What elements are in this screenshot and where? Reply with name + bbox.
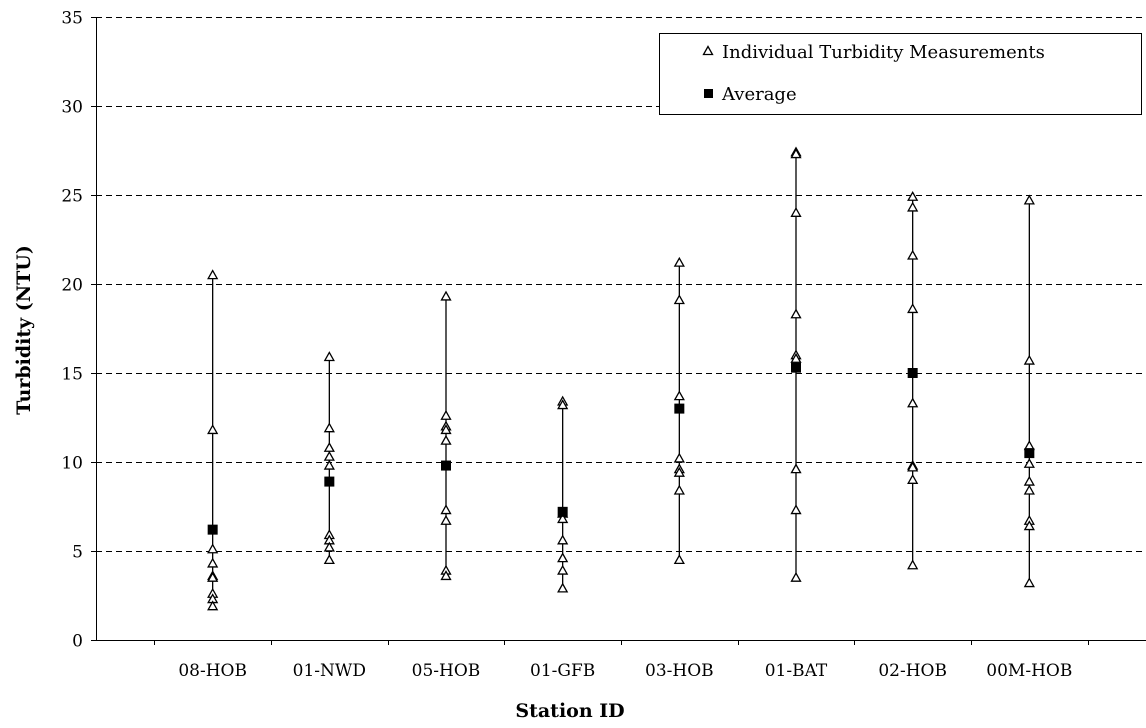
measurement-point: [440, 504, 452, 515]
measurement-point: [323, 441, 335, 452]
measurement-point: [673, 466, 685, 477]
measurement-point: [440, 290, 452, 301]
measurement-point: [323, 541, 335, 552]
x-axis-title: Station ID: [515, 700, 624, 722]
measurement-point: [323, 422, 335, 433]
y-tick-label: 20: [61, 276, 83, 296]
average-point: [791, 362, 801, 373]
measurement-point: [673, 390, 685, 401]
legend-label-average: Average: [721, 84, 797, 105]
measurement-point: [673, 294, 685, 305]
measurement-point: [207, 557, 219, 568]
average-point: [674, 403, 685, 414]
y-tick-label: 5: [72, 543, 83, 563]
gridlines: [96, 17, 1146, 552]
measurement-point: [790, 463, 802, 474]
measurement-point: [790, 504, 802, 515]
measurement-point: [1023, 577, 1035, 588]
legend-triangle-marker: [702, 45, 714, 56]
legend-square-marker: [704, 89, 713, 98]
measurement-point: [673, 554, 685, 565]
measurement-point: [790, 571, 802, 582]
measurement-point: [907, 201, 919, 212]
measurement-point: [1023, 475, 1035, 486]
average-point: [324, 476, 335, 487]
measurement-point: [790, 148, 802, 159]
average-point: [557, 506, 568, 517]
x-tick-label: 08-HOB: [178, 661, 247, 681]
y-tick-label: 35: [61, 9, 83, 29]
measurement-point: [207, 424, 219, 435]
axis-ticks: 0 5 10 15 20 25 30 35 08-HOB 01-NWD 05-HOB 01-GFB 03…: [61, 9, 1089, 681]
y-tick-label: 15: [61, 365, 83, 385]
measurement-point: [790, 206, 802, 217]
x-tick-label: 00M-HOB: [986, 661, 1072, 681]
measurement-point: [790, 308, 802, 319]
measurement-point: [207, 543, 219, 554]
measurement-point: [440, 570, 452, 581]
measurement-point: [440, 409, 452, 420]
measurement-point: [323, 450, 335, 461]
measurement-point: [673, 256, 685, 267]
average-point: [907, 368, 918, 378]
measurement-point: [207, 269, 219, 280]
legend-label-individual: Individual Turbidity Measurements: [722, 42, 1045, 63]
measurement-point: [907, 190, 919, 201]
measurement-point: [557, 534, 569, 545]
measurement-point: [557, 582, 569, 593]
x-tick-label: 01-BAT: [765, 661, 828, 681]
measurement-point: [557, 552, 569, 563]
measurement-point: [1023, 520, 1035, 531]
average-point: [441, 460, 451, 471]
measurement-point: [907, 461, 919, 472]
x-tick-label: 05-HOB: [412, 661, 481, 681]
measurement-point: [323, 554, 335, 565]
y-tick-label: 10: [61, 454, 83, 474]
measurement-point: [673, 484, 685, 495]
y-tick-label: 30: [61, 98, 83, 118]
measurement-point: [440, 434, 452, 445]
legend: Individual Turbidity Measurements Averag…: [659, 33, 1142, 115]
measurement-point: [557, 399, 569, 410]
y-axis-title: Turbidity (NTU): [13, 245, 35, 415]
measurement-point: [1023, 194, 1035, 205]
measurement-point: [907, 303, 919, 314]
y-tick-label: 25: [61, 187, 83, 207]
measurement-point: [1023, 484, 1035, 495]
measurement-point: [440, 514, 452, 525]
measurement-point: [907, 397, 919, 408]
measurement-point: [1023, 457, 1035, 468]
measurement-point: [207, 600, 219, 611]
average-point: [1024, 448, 1035, 459]
measurement-point: [440, 424, 452, 435]
measurement-point: [1023, 354, 1035, 365]
x-tick-label: 01-GFB: [530, 661, 595, 681]
x-tick-label: 03-HOB: [645, 661, 714, 681]
measurement-point: [557, 513, 569, 524]
measurement-point: [907, 249, 919, 260]
x-tick-label: 01-NWD: [293, 661, 366, 681]
measurement-point: [907, 473, 919, 484]
measurement-point: [323, 351, 335, 362]
legend-box: [659, 33, 1142, 115]
measurement-point: [557, 564, 569, 575]
y-tick-label: 0: [72, 632, 83, 652]
measurement-point: [207, 571, 219, 582]
average-point: [207, 524, 218, 535]
measurement-point: [323, 459, 335, 470]
data-series: [207, 146, 1035, 611]
measurement-point: [907, 559, 919, 570]
x-tick-label: 02-HOB: [878, 661, 947, 681]
measurement-point: [673, 452, 685, 463]
measurement-point: [790, 352, 802, 363]
